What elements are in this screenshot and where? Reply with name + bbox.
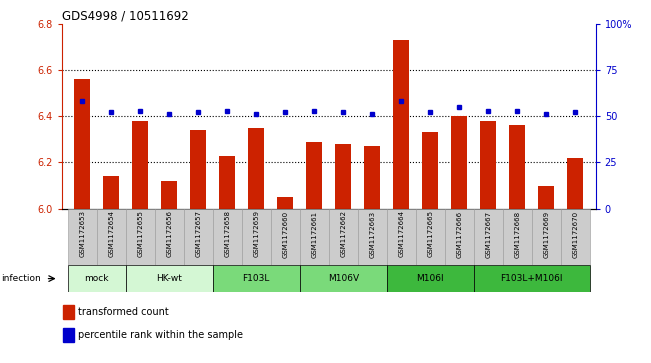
Bar — [474, 265, 590, 292]
Bar — [474, 209, 503, 265]
Bar — [242, 209, 271, 265]
Bar — [299, 209, 329, 265]
Bar — [126, 209, 155, 265]
Bar — [184, 209, 213, 265]
Bar — [161, 181, 177, 209]
Bar — [126, 265, 213, 292]
Text: infection: infection — [1, 274, 41, 283]
Bar — [68, 209, 96, 265]
Bar — [96, 209, 126, 265]
Text: GSM1172659: GSM1172659 — [253, 211, 259, 257]
Text: percentile rank within the sample: percentile rank within the sample — [78, 330, 243, 340]
Bar — [480, 121, 496, 209]
Text: GSM1172660: GSM1172660 — [283, 211, 288, 257]
Bar — [509, 126, 525, 209]
Text: GSM1172655: GSM1172655 — [137, 211, 143, 257]
Text: GSM1172656: GSM1172656 — [166, 211, 172, 257]
Bar — [74, 79, 90, 209]
Bar — [213, 265, 299, 292]
Bar — [190, 130, 206, 209]
Bar — [538, 185, 554, 209]
Text: F103L+M106I: F103L+M106I — [501, 274, 563, 283]
Text: transformed count: transformed count — [78, 307, 169, 317]
Bar — [68, 265, 126, 292]
Text: GSM1172666: GSM1172666 — [456, 211, 462, 257]
Text: M106I: M106I — [417, 274, 444, 283]
Bar — [387, 265, 474, 292]
Bar — [561, 209, 590, 265]
Bar — [132, 121, 148, 209]
Bar — [213, 209, 242, 265]
Text: GSM1172663: GSM1172663 — [369, 211, 375, 257]
Bar — [416, 209, 445, 265]
Text: GSM1172670: GSM1172670 — [572, 211, 578, 257]
Text: GSM1172664: GSM1172664 — [398, 211, 404, 257]
Text: GSM1172657: GSM1172657 — [195, 211, 201, 257]
Bar — [104, 176, 119, 209]
Bar — [271, 209, 299, 265]
Bar — [277, 197, 293, 209]
Bar — [503, 209, 532, 265]
Text: GSM1172669: GSM1172669 — [544, 211, 549, 257]
Bar — [532, 209, 561, 265]
Text: mock: mock — [85, 274, 109, 283]
Bar — [306, 142, 322, 209]
Bar — [63, 328, 74, 342]
Bar — [248, 128, 264, 209]
Text: GSM1172668: GSM1172668 — [514, 211, 520, 257]
Bar — [393, 40, 409, 209]
Bar — [358, 209, 387, 265]
Bar — [299, 265, 387, 292]
Bar — [335, 144, 352, 209]
Text: M106V: M106V — [327, 274, 359, 283]
Bar — [155, 209, 184, 265]
Text: GSM1172661: GSM1172661 — [311, 211, 317, 257]
Text: GSM1172667: GSM1172667 — [486, 211, 492, 257]
Bar — [63, 305, 74, 319]
Bar — [422, 132, 438, 209]
Bar — [365, 146, 380, 209]
Bar — [387, 209, 416, 265]
Text: GSM1172654: GSM1172654 — [108, 211, 114, 257]
Bar — [568, 158, 583, 209]
Text: GDS4998 / 10511692: GDS4998 / 10511692 — [62, 9, 189, 22]
Text: GSM1172662: GSM1172662 — [340, 211, 346, 257]
Bar — [219, 155, 235, 209]
Text: GSM1172665: GSM1172665 — [427, 211, 434, 257]
Text: HK-wt: HK-wt — [156, 274, 182, 283]
Bar — [329, 209, 358, 265]
Text: F103L: F103L — [243, 274, 270, 283]
Text: GSM1172653: GSM1172653 — [79, 211, 85, 257]
Bar — [445, 209, 474, 265]
Bar — [451, 116, 467, 209]
Text: GSM1172658: GSM1172658 — [224, 211, 230, 257]
